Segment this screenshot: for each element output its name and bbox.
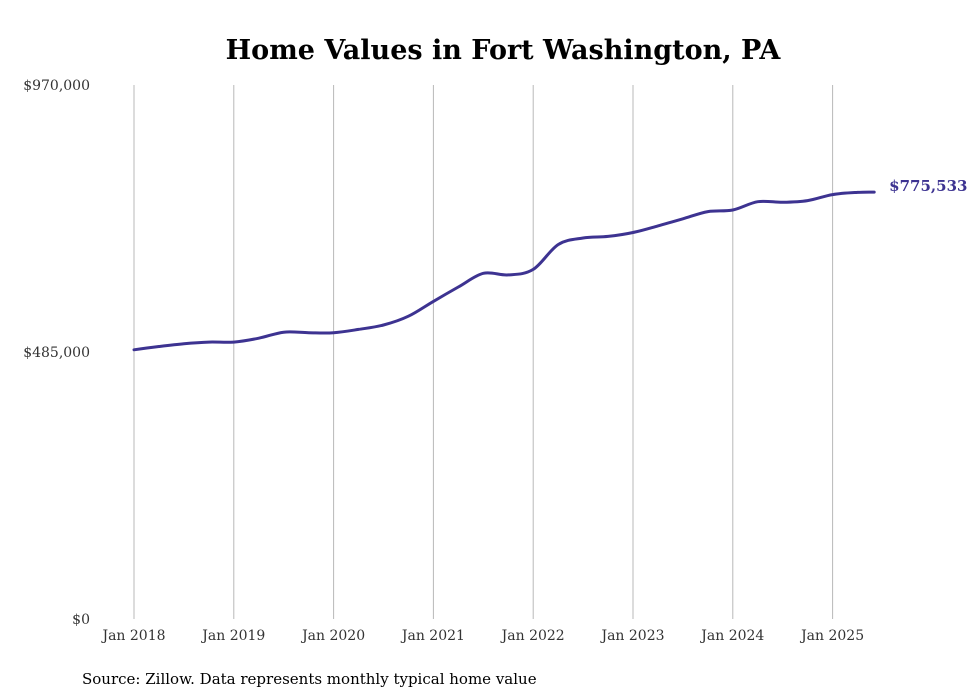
y-tick-label: $0 (72, 612, 90, 628)
x-tick-label: Jan 2022 (500, 628, 565, 644)
home-value-line (132, 190, 876, 352)
x-tick-label: Jan 2023 (599, 628, 664, 644)
end-value-label: $775,533 (889, 177, 967, 195)
x-axis-ticks: Jan 2018 Jan 2019 Jan 2020 Jan 2021 Jan 2022… (100, 628, 864, 644)
gridlines (133, 85, 834, 619)
y-tick-label: $970,000 (23, 78, 90, 94)
x-tick-label: Jan 2025 (799, 628, 864, 644)
chart-title: Home Values in Fort Washington, PA (226, 35, 782, 66)
y-axis-ticks: $0 $485,000 $970,000 (23, 78, 90, 628)
x-tick-label: Jan 2020 (300, 628, 365, 644)
x-tick-label: Jan 2018 (100, 628, 165, 644)
x-tick-label: Jan 2019 (200, 628, 265, 644)
x-tick-label: Jan 2024 (699, 628, 764, 644)
source-note: Source: Zillow. Data represents monthly … (82, 670, 537, 688)
y-tick-label: $485,000 (23, 345, 90, 361)
x-tick-label: Jan 2021 (400, 628, 465, 644)
